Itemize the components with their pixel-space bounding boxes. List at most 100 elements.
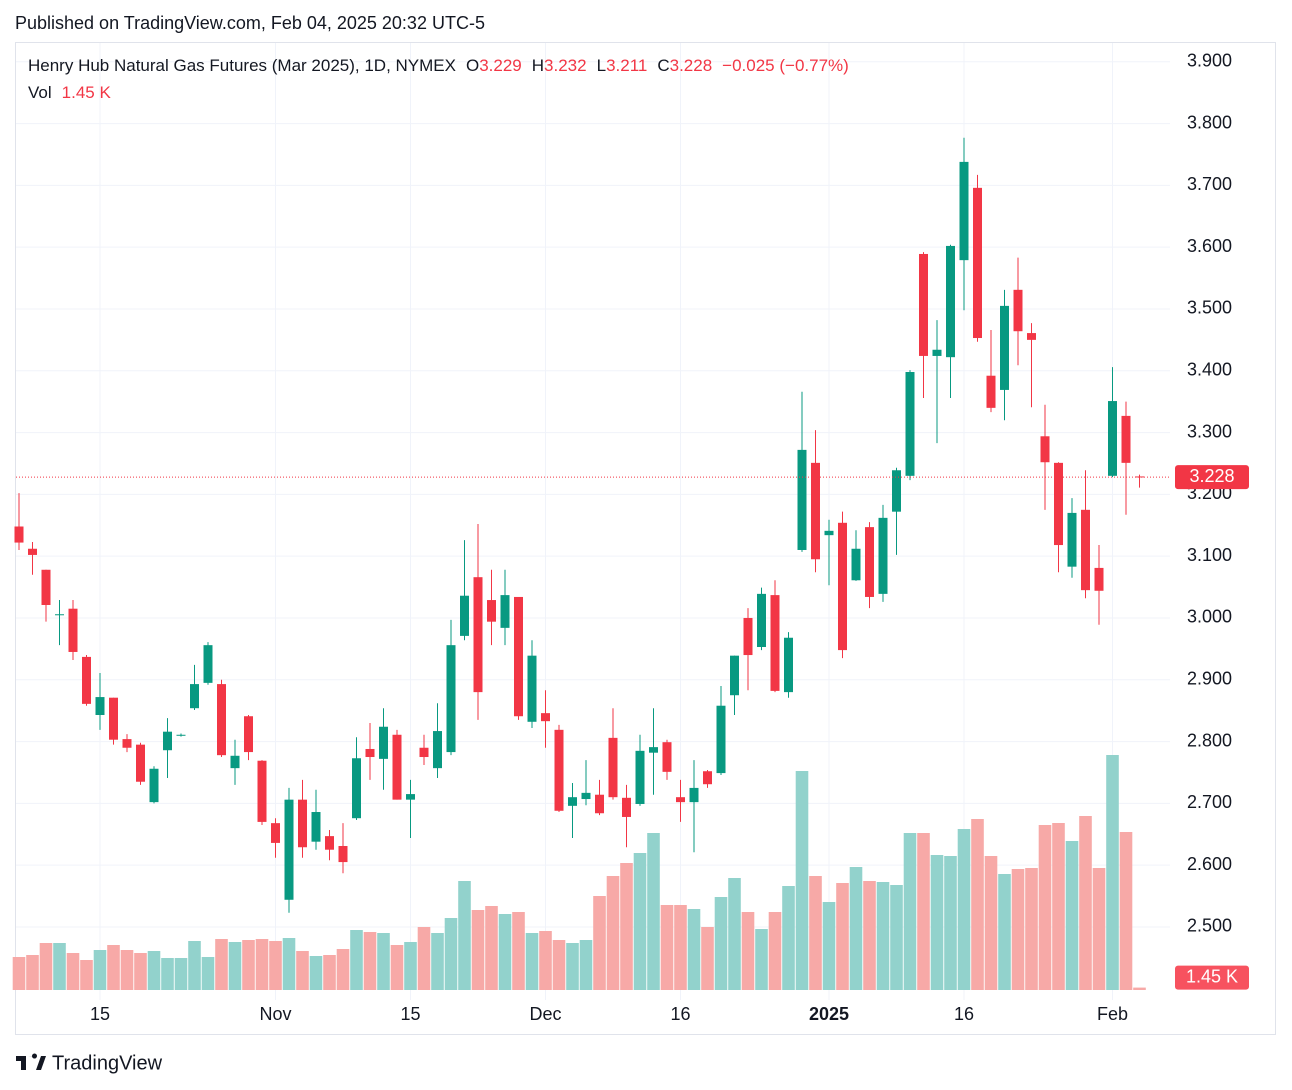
candle-body xyxy=(41,569,51,605)
volume-bar xyxy=(66,953,80,990)
volume-bar xyxy=(755,929,768,990)
volume-bar xyxy=(593,896,606,990)
candle-body xyxy=(1000,305,1009,390)
candle-body xyxy=(838,522,847,651)
candle-body xyxy=(662,742,672,772)
candle-body xyxy=(730,655,739,696)
volume-bar xyxy=(1133,987,1146,990)
x-tick-label: 2025 xyxy=(809,1004,849,1024)
volume-bar xyxy=(1092,868,1106,990)
candle-body xyxy=(28,548,37,555)
volume-bar xyxy=(255,939,269,990)
volume-bar xyxy=(134,953,147,990)
volume-bar xyxy=(228,942,242,990)
volume-bar xyxy=(431,933,444,990)
candle-body xyxy=(379,726,388,759)
candle-body xyxy=(406,794,415,800)
candle-body xyxy=(487,600,496,622)
y-tick-label: 3.400 xyxy=(1187,360,1232,380)
volume-bar xyxy=(809,876,822,990)
candle-body xyxy=(595,794,604,814)
volume-tag-label: 1.45 K xyxy=(1186,966,1238,986)
volume-bar xyxy=(512,912,525,990)
volume-bar xyxy=(890,885,903,990)
candle-body xyxy=(1081,509,1090,591)
candle-body xyxy=(919,253,928,356)
candle-body xyxy=(338,846,348,863)
y-tick-label: 2.500 xyxy=(1187,916,1232,936)
volume-bar xyxy=(1065,841,1079,990)
candle-body xyxy=(365,748,375,758)
ohlc-letter: H xyxy=(532,56,544,75)
candle-body xyxy=(986,375,996,408)
volume-bar xyxy=(188,941,201,990)
volume-bar xyxy=(660,905,674,990)
y-tick-label: 2.900 xyxy=(1187,669,1232,689)
y-tick-label: 2.600 xyxy=(1187,854,1232,874)
logo-icon xyxy=(16,1053,46,1070)
volume-bar xyxy=(444,918,458,990)
volume-title: Vol xyxy=(28,83,52,102)
candle-body xyxy=(541,713,550,722)
volume-bar xyxy=(215,939,228,990)
candle-body xyxy=(271,823,280,843)
volume-bar xyxy=(566,943,579,990)
candle-body xyxy=(203,645,213,683)
x-tick-label: 15 xyxy=(90,1004,110,1024)
volume-bar xyxy=(606,876,620,990)
candle-body xyxy=(176,734,186,736)
volume-bar xyxy=(701,927,714,990)
volume-bar xyxy=(957,829,971,990)
candle-body xyxy=(824,530,834,536)
candle-body xyxy=(811,462,820,560)
candle-body xyxy=(676,797,685,803)
candle-body xyxy=(959,161,969,261)
volume-bar xyxy=(93,950,107,990)
candle-body xyxy=(770,595,780,691)
ohlc-letter: C xyxy=(657,56,669,75)
y-tick-label: 3.800 xyxy=(1187,112,1232,132)
candle-body xyxy=(473,577,483,693)
candle-body xyxy=(82,656,91,704)
volume-bar xyxy=(633,853,647,990)
volume-value: 1.45 K xyxy=(62,83,112,102)
volume-bar xyxy=(971,819,984,990)
y-tick-label: 3.500 xyxy=(1187,298,1232,318)
volume-bar xyxy=(674,905,687,990)
candle-body xyxy=(622,797,631,817)
volume-bar xyxy=(174,958,188,990)
candle-body xyxy=(14,526,24,543)
volume-bar xyxy=(944,856,957,990)
candle-body xyxy=(1027,333,1036,340)
last-price-tag xyxy=(1175,465,1249,490)
volume-bar xyxy=(620,863,633,990)
volume-bar xyxy=(998,874,1011,990)
volume-bar xyxy=(1119,832,1133,990)
candle-body xyxy=(433,731,442,769)
ohlc-value: 3.232 xyxy=(544,56,587,75)
volume-bar xyxy=(201,957,215,990)
volume-bar xyxy=(1052,823,1065,990)
volume-bar xyxy=(782,886,795,990)
candle-body xyxy=(257,760,267,822)
volume-bar xyxy=(269,941,282,990)
volume-bar xyxy=(876,882,890,990)
volume-bar xyxy=(363,932,377,990)
y-tick-label: 3.700 xyxy=(1187,174,1232,194)
x-tick-label: 16 xyxy=(670,1004,690,1024)
volume-bar xyxy=(404,942,417,990)
y-tick-label: 3.600 xyxy=(1187,236,1232,256)
candle-body xyxy=(95,697,105,715)
candle-body xyxy=(55,614,64,616)
candle-body xyxy=(892,470,901,512)
volume-bar xyxy=(728,878,741,990)
candle-body xyxy=(1121,415,1131,463)
candle-body xyxy=(419,747,429,758)
candle-body xyxy=(122,739,132,748)
chart-title: Henry Hub Natural Gas Futures (Mar 2025)… xyxy=(28,56,456,75)
candle-body xyxy=(1054,462,1063,546)
volume-bar xyxy=(323,955,336,990)
candle-body xyxy=(136,744,145,782)
candle-body xyxy=(1013,289,1023,332)
